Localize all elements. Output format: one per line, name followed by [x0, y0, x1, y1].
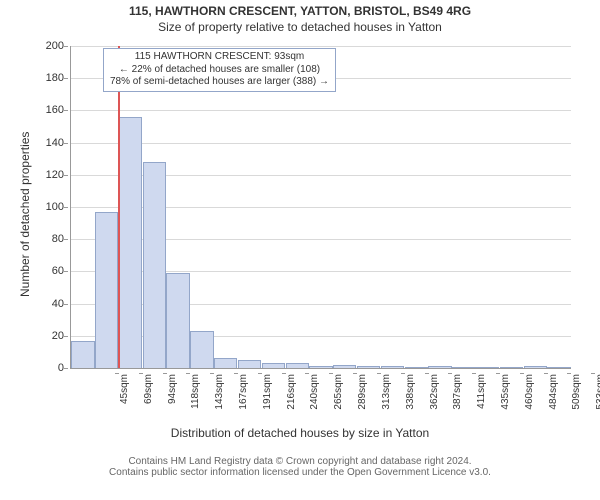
- histogram-bar: [166, 273, 189, 368]
- histogram-bar: [381, 366, 404, 368]
- annotation-line-1: 115 HAWTHORN CRESCENT: 93sqm: [110, 51, 329, 64]
- x-tick: 460sqm: [524, 374, 535, 424]
- y-tick: 200: [0, 40, 64, 52]
- y-tick: 80: [0, 233, 64, 245]
- y-tick: 20: [0, 330, 64, 342]
- x-tick: 69sqm: [143, 374, 154, 424]
- chart-subtitle: Size of property relative to detached ho…: [0, 20, 600, 34]
- figure: 115, HAWTHORN CRESCENT, YATTON, BRISTOL,…: [0, 0, 600, 500]
- x-tick: 435sqm: [500, 374, 511, 424]
- x-tick: 191sqm: [262, 374, 273, 424]
- histogram-bar: [309, 366, 332, 368]
- histogram-bar: [190, 331, 213, 368]
- x-tick: 411sqm: [476, 374, 487, 424]
- x-tick: 338sqm: [405, 374, 416, 424]
- histogram-bar: [333, 365, 356, 368]
- attribution-line-1: Contains HM Land Registry data © Crown c…: [0, 456, 600, 467]
- y-tick: 40: [0, 298, 64, 310]
- histogram-bar: [238, 360, 261, 368]
- x-tick: 484sqm: [548, 374, 559, 424]
- x-tick: 216sqm: [286, 374, 297, 424]
- x-tick: 240sqm: [309, 374, 320, 424]
- histogram-bar: [214, 358, 237, 368]
- chart-title: 115, HAWTHORN CRESCENT, YATTON, BRISTOL,…: [0, 4, 600, 18]
- y-tick: 120: [0, 169, 64, 181]
- histogram-bar: [452, 367, 475, 368]
- histogram-bar: [119, 117, 142, 368]
- x-tick: 167sqm: [238, 374, 249, 424]
- x-tick: 118sqm: [190, 374, 201, 424]
- attribution-footer: Contains HM Land Registry data © Crown c…: [0, 456, 600, 478]
- y-tick: 60: [0, 265, 64, 277]
- gridline: [71, 143, 571, 144]
- x-tick: 45sqm: [119, 374, 130, 424]
- histogram-bar: [95, 212, 118, 368]
- y-tick: 0: [0, 362, 64, 374]
- histogram-bar: [476, 367, 499, 368]
- histogram-bar: [143, 162, 166, 368]
- x-tick: 143sqm: [214, 374, 225, 424]
- x-tick: 94sqm: [167, 374, 178, 424]
- y-tick: 180: [0, 72, 64, 84]
- x-tick: 509sqm: [571, 374, 582, 424]
- histogram-bar: [286, 363, 309, 368]
- gridline: [71, 110, 571, 111]
- annotation-box: 115 HAWTHORN CRESCENT: 93sqm ← 22% of de…: [103, 48, 336, 92]
- annotation-line-3: 78% of semi-detached houses are larger (…: [110, 76, 329, 89]
- attribution-line-2: Contains public sector information licen…: [0, 467, 600, 478]
- y-tick: 160: [0, 104, 64, 116]
- histogram-bar: [262, 363, 285, 368]
- gridline: [71, 46, 571, 47]
- x-tick: 289sqm: [357, 374, 368, 424]
- histogram-bar: [500, 367, 523, 368]
- y-tick: 140: [0, 137, 64, 149]
- histogram-bar: [547, 367, 570, 368]
- x-tick: 387sqm: [452, 374, 463, 424]
- histogram-bar: [357, 366, 380, 368]
- histogram-bar: [405, 367, 428, 368]
- x-tick: 265sqm: [333, 374, 344, 424]
- histogram-bar: [71, 341, 94, 368]
- reference-line: [118, 46, 120, 368]
- x-tick: 362sqm: [429, 374, 440, 424]
- histogram-bar: [524, 366, 547, 368]
- plot-area: 115 HAWTHORN CRESCENT: 93sqm ← 22% of de…: [70, 46, 571, 369]
- x-tick: 533sqm: [595, 374, 600, 424]
- y-tick: 100: [0, 201, 64, 213]
- annotation-line-2: ← 22% of detached houses are smaller (10…: [110, 64, 329, 77]
- x-axis-label: Distribution of detached houses by size …: [0, 426, 600, 440]
- x-tick: 313sqm: [381, 374, 392, 424]
- histogram-bar: [428, 366, 451, 368]
